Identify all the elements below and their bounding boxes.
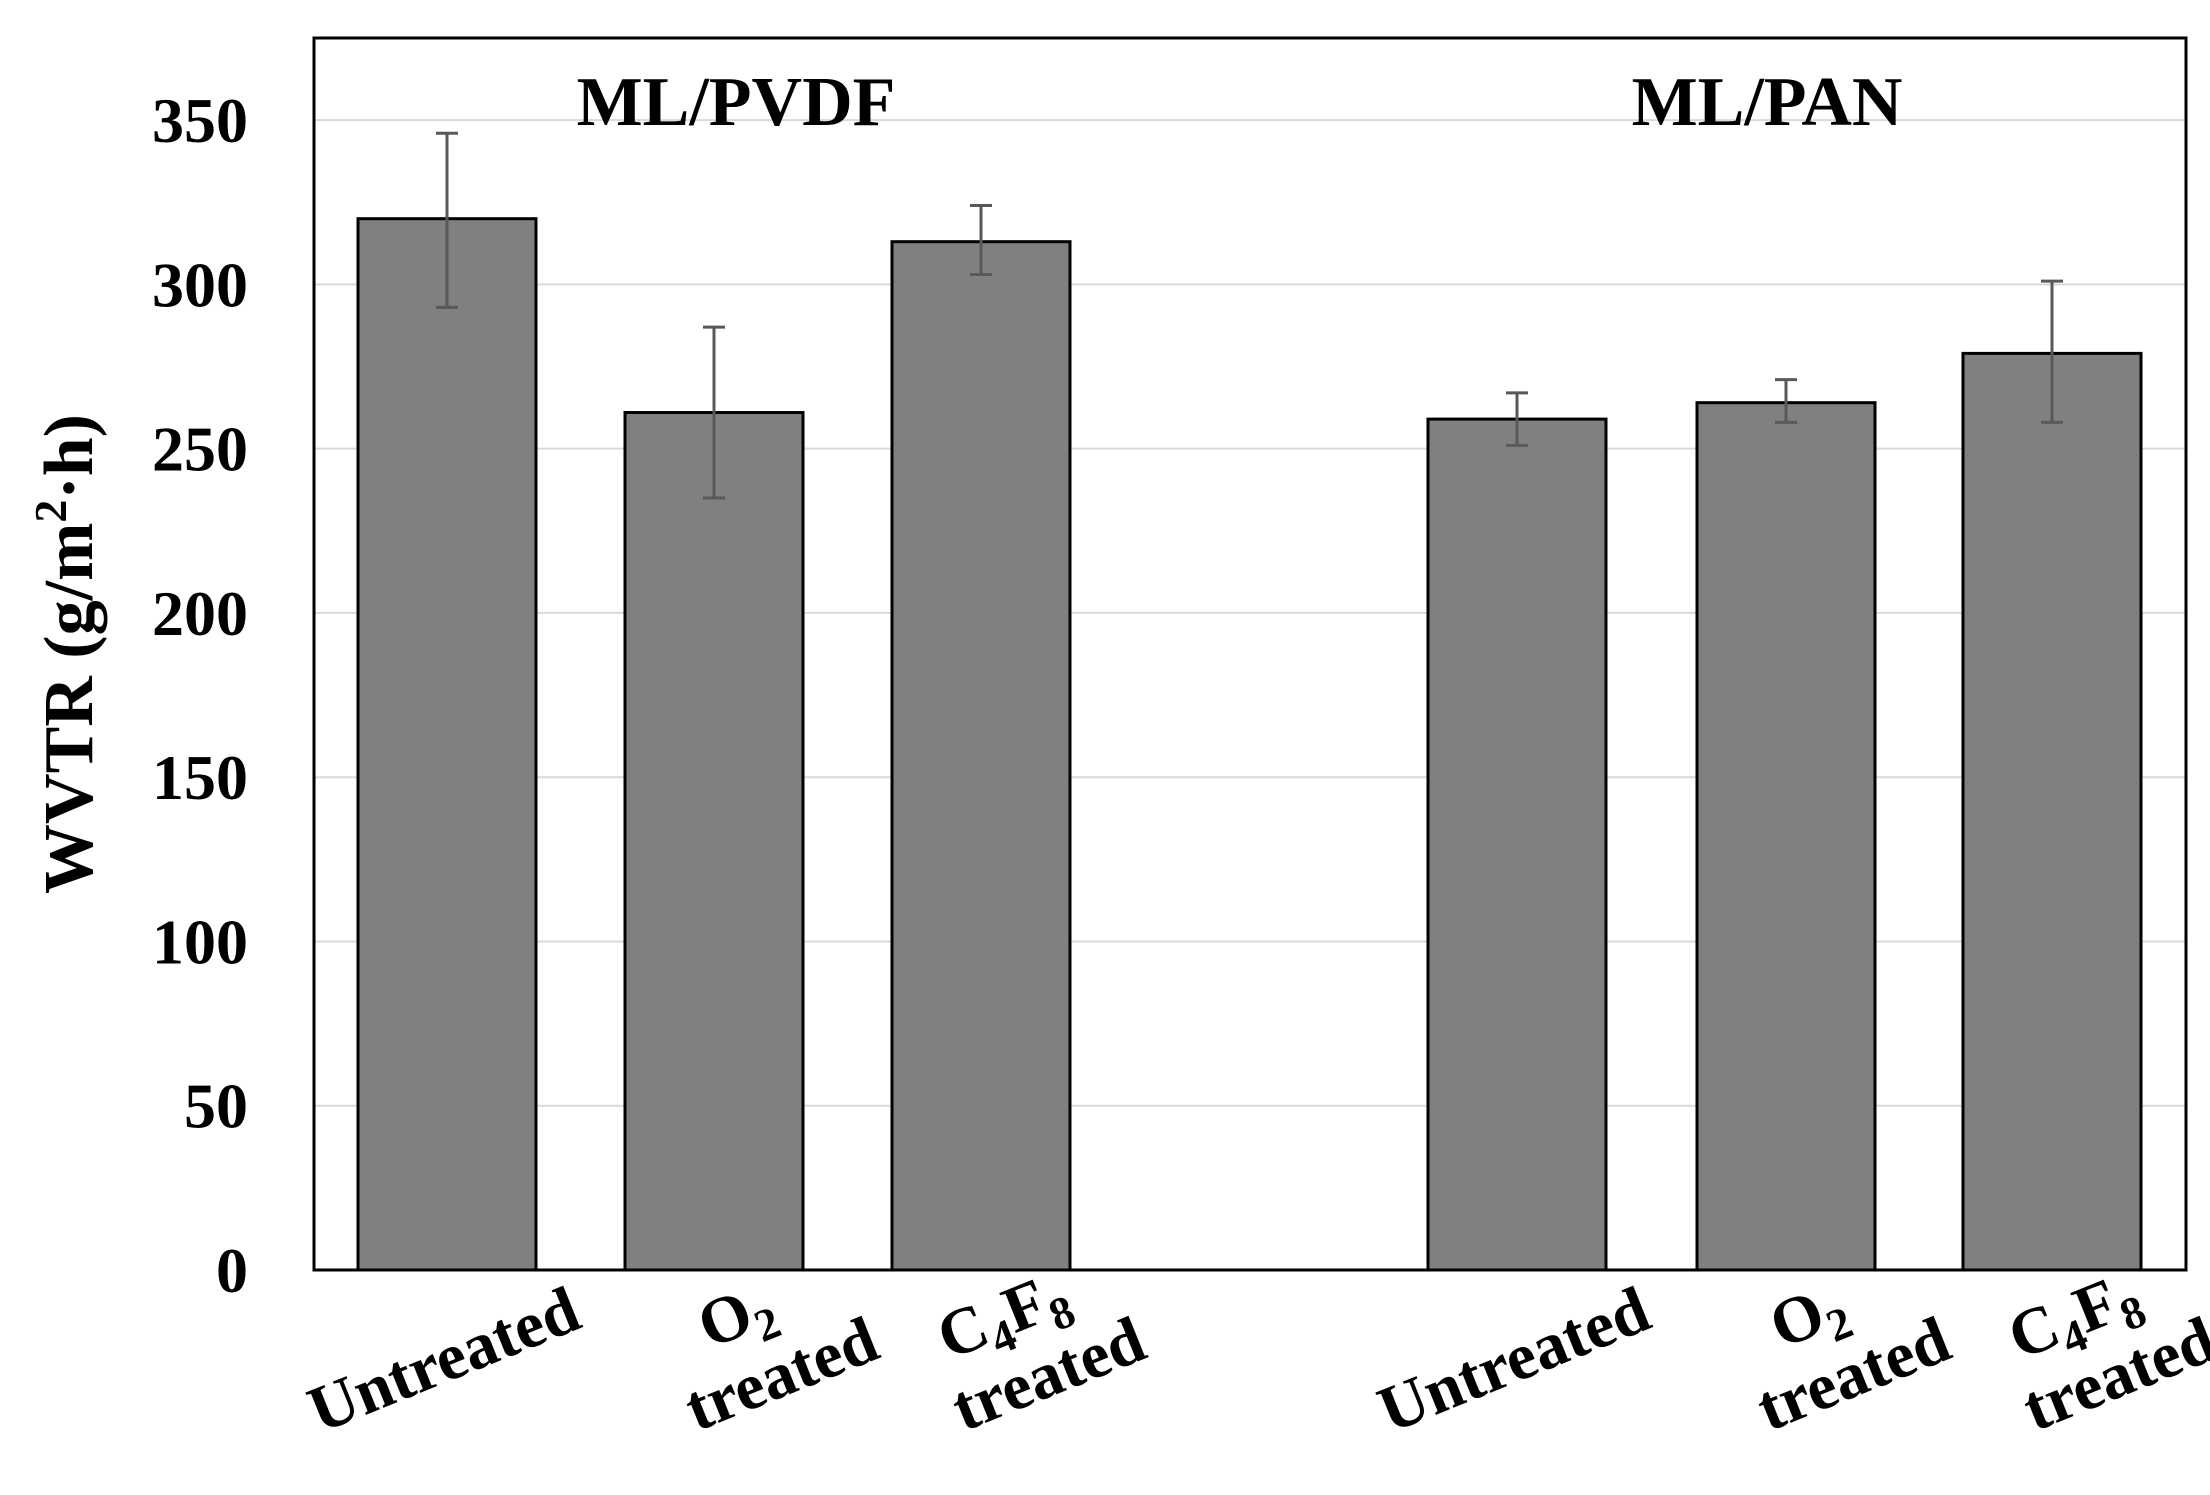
plot-area-frame bbox=[312, 36, 2188, 1272]
y-axis-label-group: WVTR (g/m2·h) bbox=[25, 414, 108, 894]
y-tick-label: 200 bbox=[152, 578, 248, 649]
group-title: ML/PVDF bbox=[577, 64, 896, 141]
bar bbox=[623, 411, 805, 1272]
y-axis-label: WVTR (g/m2·h) bbox=[25, 414, 108, 894]
group-title: ML/PAN bbox=[1632, 64, 1903, 141]
bar bbox=[356, 217, 538, 1272]
error-bar bbox=[1775, 378, 1797, 424]
error-bar bbox=[703, 325, 725, 500]
x-tick-label: Untreated bbox=[298, 1273, 589, 1447]
y-tick-label: 350 bbox=[152, 85, 248, 156]
y-tick-label: 300 bbox=[152, 249, 248, 320]
bars bbox=[356, 217, 2143, 1272]
gridlines bbox=[314, 119, 2186, 1107]
error-bars bbox=[436, 131, 2063, 500]
y-tick-label: 150 bbox=[152, 742, 248, 813]
y-tick-label: 0 bbox=[216, 1235, 248, 1306]
y-tick-label: 50 bbox=[184, 1071, 248, 1142]
error-bar bbox=[436, 131, 458, 309]
bar bbox=[890, 240, 1072, 1272]
y-axis-label-text: WVTR (g/m bbox=[31, 523, 108, 894]
y-tick-label: 250 bbox=[152, 414, 248, 485]
x-tick-label: Untreated bbox=[1368, 1273, 1659, 1447]
bar bbox=[1426, 417, 1608, 1272]
error-bar bbox=[970, 204, 992, 277]
y-axis-label-superscript: 2 bbox=[25, 500, 76, 523]
group-titles: ML/PVDF ML/PAN bbox=[577, 64, 1903, 141]
y-axis-label-text: ·h) bbox=[31, 414, 108, 500]
y-tick-labels: 0 50 100 150 200 250 300 350 bbox=[152, 85, 248, 1306]
error-bar bbox=[1506, 391, 1528, 447]
y-tick-label: 100 bbox=[152, 906, 248, 977]
bar bbox=[1695, 401, 1877, 1272]
bar bbox=[1961, 351, 2143, 1272]
x-tick-label-part: Untreated bbox=[1368, 1273, 1659, 1447]
x-tick-labels: Untreated O2treated C4F8treated Untreated O2… bbox=[298, 1265, 2210, 1447]
x-tick-label-part: Untreated bbox=[298, 1273, 589, 1447]
error-bar bbox=[2041, 279, 2063, 424]
